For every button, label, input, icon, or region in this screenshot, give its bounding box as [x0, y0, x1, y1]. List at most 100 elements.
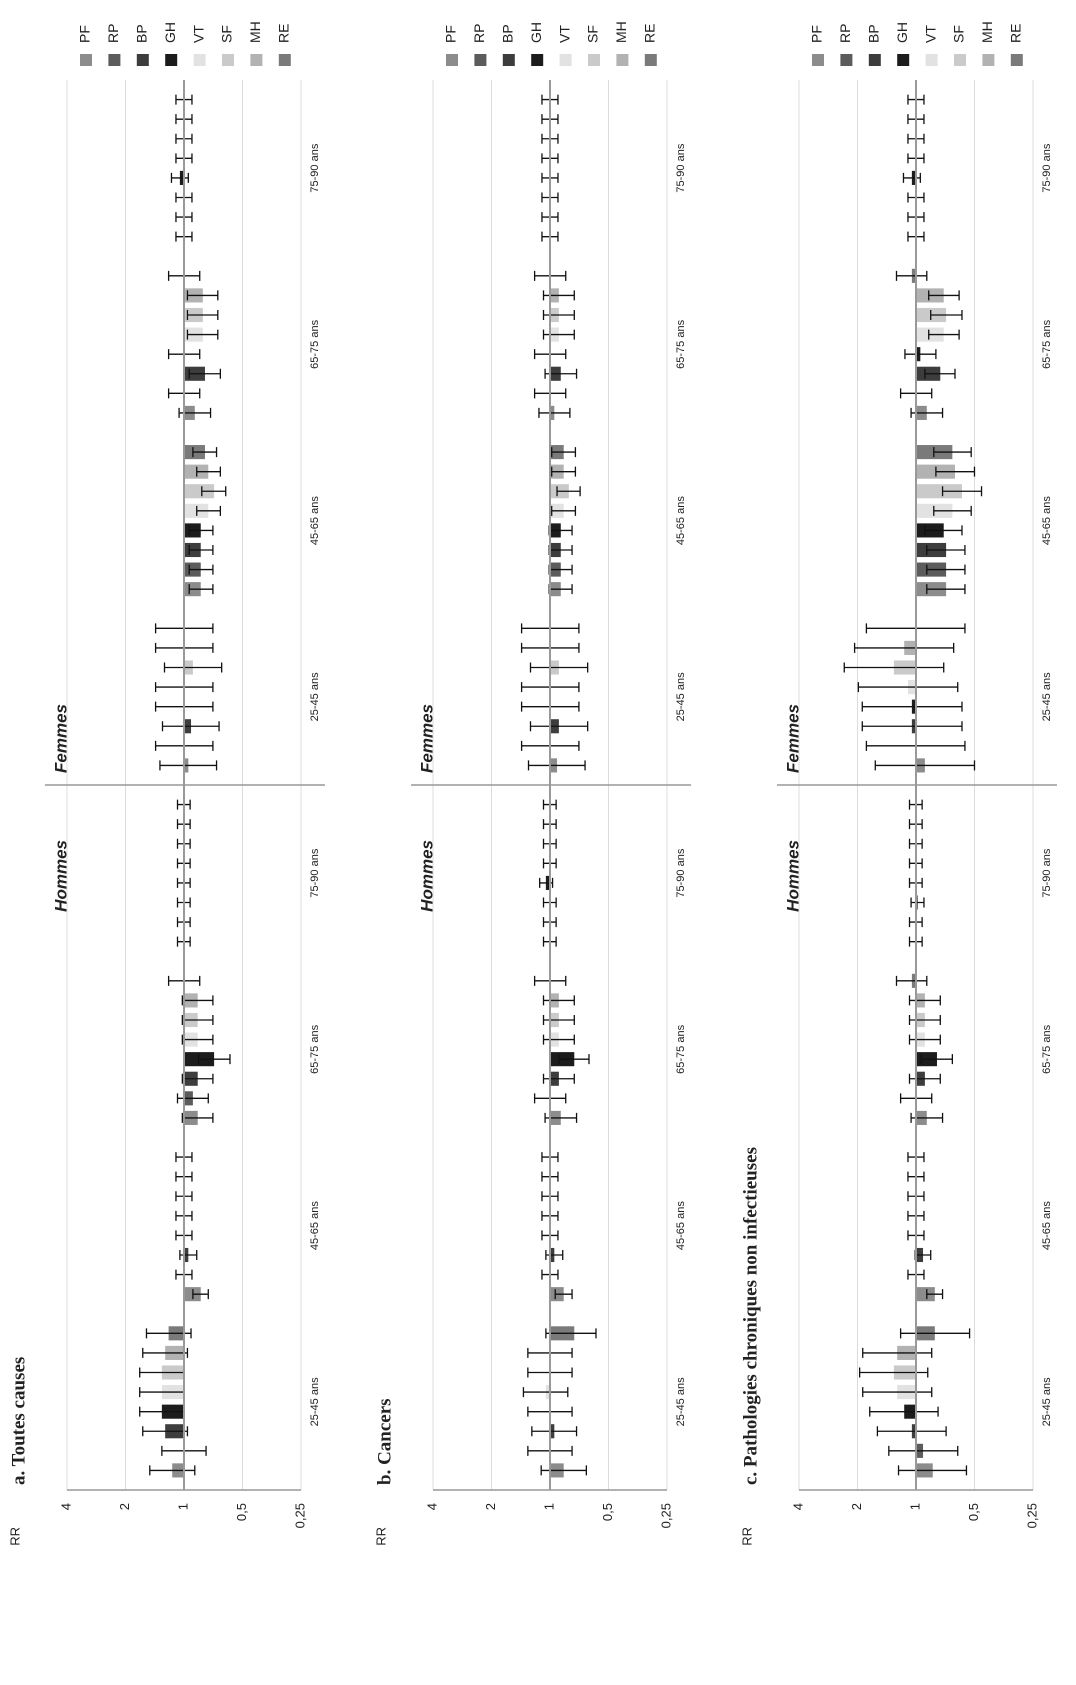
legend-swatch — [840, 54, 853, 66]
error-bar — [188, 368, 222, 379]
error-bar — [928, 290, 960, 301]
error-bar — [542, 1073, 575, 1084]
error-bar — [542, 995, 575, 1006]
x-tick-label: 75-90 ans — [309, 848, 321, 897]
y-tick-label: 0,5 — [966, 1503, 981, 1521]
legend-swatch — [868, 54, 881, 66]
error-bar — [908, 995, 941, 1006]
x-tick-label: 25-45 ans — [1041, 672, 1053, 721]
legend-swatch — [531, 54, 544, 66]
legend-label: RE — [276, 24, 292, 43]
legend-label: RP — [471, 24, 487, 43]
error-bar — [542, 1034, 575, 1045]
error-bar — [142, 1426, 189, 1437]
error-bar — [201, 486, 227, 497]
y-tick-label: 4 — [424, 1503, 439, 1510]
error-bar — [170, 172, 189, 183]
legend-swatch — [982, 54, 995, 66]
error-bar — [558, 1054, 590, 1065]
legend-label: BP — [500, 24, 516, 43]
legend-swatch — [80, 54, 92, 66]
error-bar — [926, 1289, 944, 1300]
legend-label: BP — [866, 24, 882, 43]
error-bar — [551, 505, 577, 516]
legend-label: SF — [219, 25, 235, 43]
error-bar — [531, 1426, 578, 1437]
y-tick-label: 1 — [175, 1503, 190, 1510]
x-tick-label: 45-65 ans — [309, 1201, 321, 1250]
error-bar — [179, 1250, 198, 1260]
legend-label: PF — [809, 25, 825, 43]
x-tick-label: 65-75 ans — [675, 1024, 687, 1073]
legend-label: MH — [613, 21, 629, 43]
error-bar — [888, 1445, 959, 1456]
axis-label: RR — [739, 1527, 754, 1546]
sex-label: Hommes — [783, 840, 802, 912]
error-bar — [910, 897, 925, 908]
legend-swatch — [136, 54, 149, 66]
chart-title: a. Toutes causes — [8, 1357, 29, 1485]
legend-swatch — [222, 54, 234, 66]
y-tick-label: 2 — [849, 1503, 864, 1510]
y-tick-label: 0,25 — [658, 1503, 673, 1528]
error-bar — [181, 995, 214, 1006]
bar — [916, 1287, 935, 1302]
error-bar — [843, 662, 945, 673]
y-tick-label: 0,5 — [234, 1503, 249, 1521]
legend-swatch — [644, 54, 657, 66]
y-tick-label: 2 — [117, 1503, 132, 1510]
error-bar — [159, 760, 218, 771]
error-bar — [857, 682, 959, 693]
x-tick-label: 25-45 ans — [309, 672, 321, 721]
x-tick-label: 45-65 ans — [675, 1201, 687, 1250]
error-bar — [926, 564, 966, 575]
error-bar — [186, 310, 219, 320]
legend-swatch — [1010, 54, 1023, 66]
error-bar — [142, 1347, 189, 1358]
bar — [916, 484, 962, 499]
error-bar — [551, 466, 577, 477]
error-bar — [556, 486, 581, 497]
legend-label: VT — [556, 25, 572, 43]
rotated-figure: a. Toutes causes RR 0,25 0,5 1 2 4 25-45 ans 45-… — [7, 21, 1057, 1546]
error-bar — [542, 1015, 575, 1025]
legend-label: BP — [134, 24, 150, 43]
legend-swatch — [474, 54, 487, 66]
legend-label: VT — [922, 25, 938, 43]
error-bar — [198, 1054, 231, 1065]
error-bar — [188, 525, 214, 536]
error-bar — [899, 1328, 971, 1339]
legend-swatch — [250, 54, 263, 66]
error-bar — [904, 349, 937, 360]
error-bar — [188, 545, 214, 555]
legend-label: GH — [528, 22, 544, 43]
legend-label: SF — [585, 25, 601, 43]
error-bar — [928, 329, 960, 340]
legend-label: PF — [77, 25, 93, 43]
sex-label: Femmes — [51, 704, 70, 773]
legend-swatch — [559, 54, 572, 66]
legend-swatch — [588, 54, 600, 66]
error-bar — [149, 1465, 196, 1476]
error-bar — [853, 642, 955, 653]
legend-label: GH — [162, 22, 178, 43]
error-bar — [908, 1015, 941, 1025]
x-tick-label: 65-75 ans — [309, 1024, 321, 1073]
error-bar — [196, 505, 222, 516]
error-bar — [192, 1289, 209, 1300]
error-bar — [895, 270, 928, 281]
legend-label: VT — [190, 25, 206, 43]
error-bar — [924, 525, 963, 536]
sex-label: Hommes — [51, 840, 70, 912]
error-bar — [926, 545, 966, 555]
x-tick-label: 45-65 ans — [1041, 1201, 1053, 1250]
error-bar — [935, 466, 976, 477]
y-tick-label: 1 — [907, 1503, 922, 1510]
sex-label: Femmes — [783, 704, 802, 773]
x-tick-label: 65-75 ans — [675, 319, 687, 368]
error-bar — [181, 1034, 214, 1045]
x-tick-label: 25-45 ans — [1041, 1377, 1053, 1426]
error-bar — [862, 1387, 933, 1398]
error-bar — [161, 721, 220, 732]
x-tick-label: 65-75 ans — [1041, 319, 1053, 368]
